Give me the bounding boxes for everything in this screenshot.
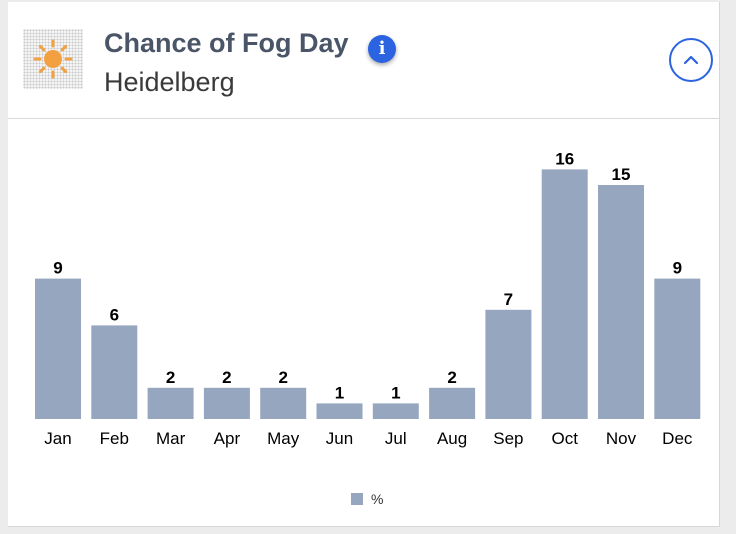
- bar-may: [260, 387, 307, 419]
- bar-jun: [316, 403, 363, 419]
- bar-value-label: 2: [166, 368, 175, 387]
- x-tick-label: Apr: [214, 429, 241, 448]
- legend-swatch: [351, 493, 363, 505]
- bar-mar: [147, 387, 194, 419]
- fog-chance-bar-chart: 9 Jan 6 Feb 2 Mar 2 Apr 2 May 1 Jun 1 Jul 2 Aug 7 Sep 16 Oc…: [35, 149, 701, 507]
- fog-chance-card: Chance of Fog Day Heidelberg i 9 Jan 6 Feb 2…: [8, 2, 720, 527]
- info-icon[interactable]: i: [368, 35, 396, 63]
- bar-nov: [598, 185, 644, 419]
- x-tick-label: Oct: [551, 429, 578, 448]
- bar-jan: [35, 278, 81, 419]
- sun-icon: [23, 29, 83, 89]
- bar-value-label: 2: [447, 368, 456, 387]
- x-tick-label: Jun: [326, 429, 353, 448]
- x-tick-label: May: [267, 429, 300, 448]
- legend-label: %: [371, 491, 383, 507]
- x-tick-label: Sep: [493, 429, 523, 448]
- bar-aug: [429, 387, 476, 419]
- bar-value-label: 15: [612, 165, 631, 184]
- bar-value-label: 7: [504, 290, 513, 309]
- x-tick-label: Aug: [437, 429, 467, 448]
- bar-value-label: 2: [278, 368, 287, 387]
- bar-dec: [654, 278, 701, 419]
- bar-value-label: 6: [110, 305, 119, 324]
- card-header: Chance of Fog Day Heidelberg i: [8, 2, 720, 119]
- x-tick-label: Mar: [156, 429, 186, 448]
- bar-value-label: 1: [335, 383, 344, 402]
- location-name: Heidelberg: [104, 67, 235, 97]
- bar-value-label: 9: [673, 259, 682, 278]
- x-tick-label: Jan: [44, 429, 71, 448]
- bar-oct: [541, 169, 588, 419]
- x-tick-label: Jul: [385, 429, 407, 448]
- card-title: Chance of Fog Day: [104, 28, 349, 58]
- bar-feb: [91, 325, 138, 419]
- bar-value-label: 9: [53, 259, 62, 278]
- bar-value-label: 2: [222, 368, 231, 387]
- collapse-button[interactable]: [669, 38, 713, 82]
- bar-value-label: 16: [555, 149, 574, 168]
- x-tick-label: Feb: [100, 429, 129, 448]
- x-tick-label: Dec: [662, 429, 693, 448]
- bar-apr: [203, 387, 250, 419]
- bar-value-label: 1: [391, 383, 400, 402]
- chevron-up-icon: [683, 55, 699, 65]
- x-tick-label: Nov: [606, 429, 637, 448]
- bar-jul: [372, 403, 419, 419]
- bar-sep: [485, 309, 532, 419]
